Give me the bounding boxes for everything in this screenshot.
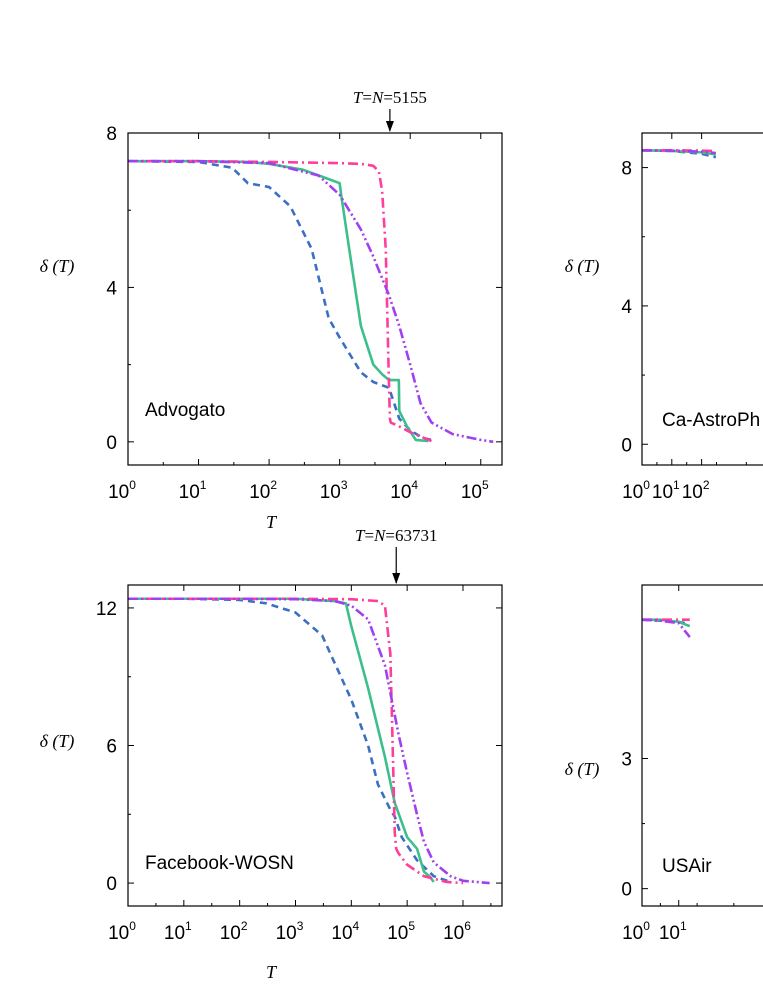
x-tick-label: 103 [320,478,348,503]
annotation-arrow-head [385,121,394,132]
series-line-dashdot [128,597,464,885]
y-tick-label: 12 [96,599,117,620]
series-group [642,148,717,159]
chart-panel-2: 100 101 102 0 4 8 Ca-AstroPh δ (T) [565,132,763,503]
y-tick-label: 8 [621,159,632,180]
y-axis-label: δ (T) [40,256,75,277]
panel-label: Advogato [145,400,225,421]
plot-frame [127,132,503,466]
plot-frame [641,132,763,466]
x-tick-label: 100 [108,919,136,944]
series-line-dashdot [128,159,432,443]
y-tick-label: 4 [621,297,632,318]
x-tick-label: 100 [108,478,136,503]
series-line-dash [128,597,452,884]
x-tick-label: 101 [164,919,192,944]
annotation-label: T=N=5155 [353,88,427,107]
x-tick-label: 101 [179,478,207,503]
series-line-dashdotdot [128,597,490,885]
x-tick-label: 104 [331,919,359,944]
panel-label: Ca-AstroPh [662,410,760,431]
series-line-dashdotdot [642,148,716,155]
y-tick-label: 0 [106,433,117,454]
series-group [128,159,494,444]
chart-panel-1: 100 101 102 103 104 105 0 4 8 Advogato δ (T) T T=N=5… [40,88,503,532]
y-axis-label: δ (T) [565,759,600,780]
x-tick-label: 104 [390,478,418,503]
x-axis-label: T [266,512,278,532]
series-group [128,597,490,885]
y-tick-label: 0 [621,435,632,456]
series-line-solid [128,597,435,883]
y-tick-label: 0 [621,880,632,901]
x-tick-label: 102 [249,478,277,503]
x-tick-label: 102 [682,478,710,503]
y-tick-label: 4 [106,278,117,299]
x-tick-label: 101 [659,919,687,944]
x-tick-label: 103 [276,919,304,944]
series-group [642,618,691,638]
annotation-label: T=N=63731 [355,526,438,545]
panel-label: USAir [662,856,712,877]
series-line-dashdotdot [642,618,691,638]
annotation-arrow-head [392,573,401,584]
y-axis-label: δ (T) [40,731,75,752]
x-tick-label: 102 [220,919,248,944]
x-tick-label: 100 [622,919,650,944]
y-tick-label: 6 [106,737,117,758]
plot-frame [641,584,763,907]
y-tick-label: 3 [621,750,632,771]
x-tick-label: 105 [461,478,489,503]
y-tick-label: 0 [106,874,117,895]
chart-panel-4: 100 101 0 3 USAir δ (T) [565,584,763,944]
series-line-dashdotdot [128,159,494,444]
x-tick-label: 101 [652,478,680,503]
panel-label: Facebook-WOSN [145,853,294,874]
x-tick-label: 105 [387,919,415,944]
x-tick-label: 106 [443,919,471,944]
chart-panel-3: 100 101 102 103 104 105 106 0 6 12 Facebook-WOSN δ … [40,526,503,982]
y-axis-label: δ (T) [565,256,600,277]
x-axis-label: T [266,962,278,982]
y-tick-label: 8 [106,124,117,145]
x-tick-label: 100 [622,478,650,503]
